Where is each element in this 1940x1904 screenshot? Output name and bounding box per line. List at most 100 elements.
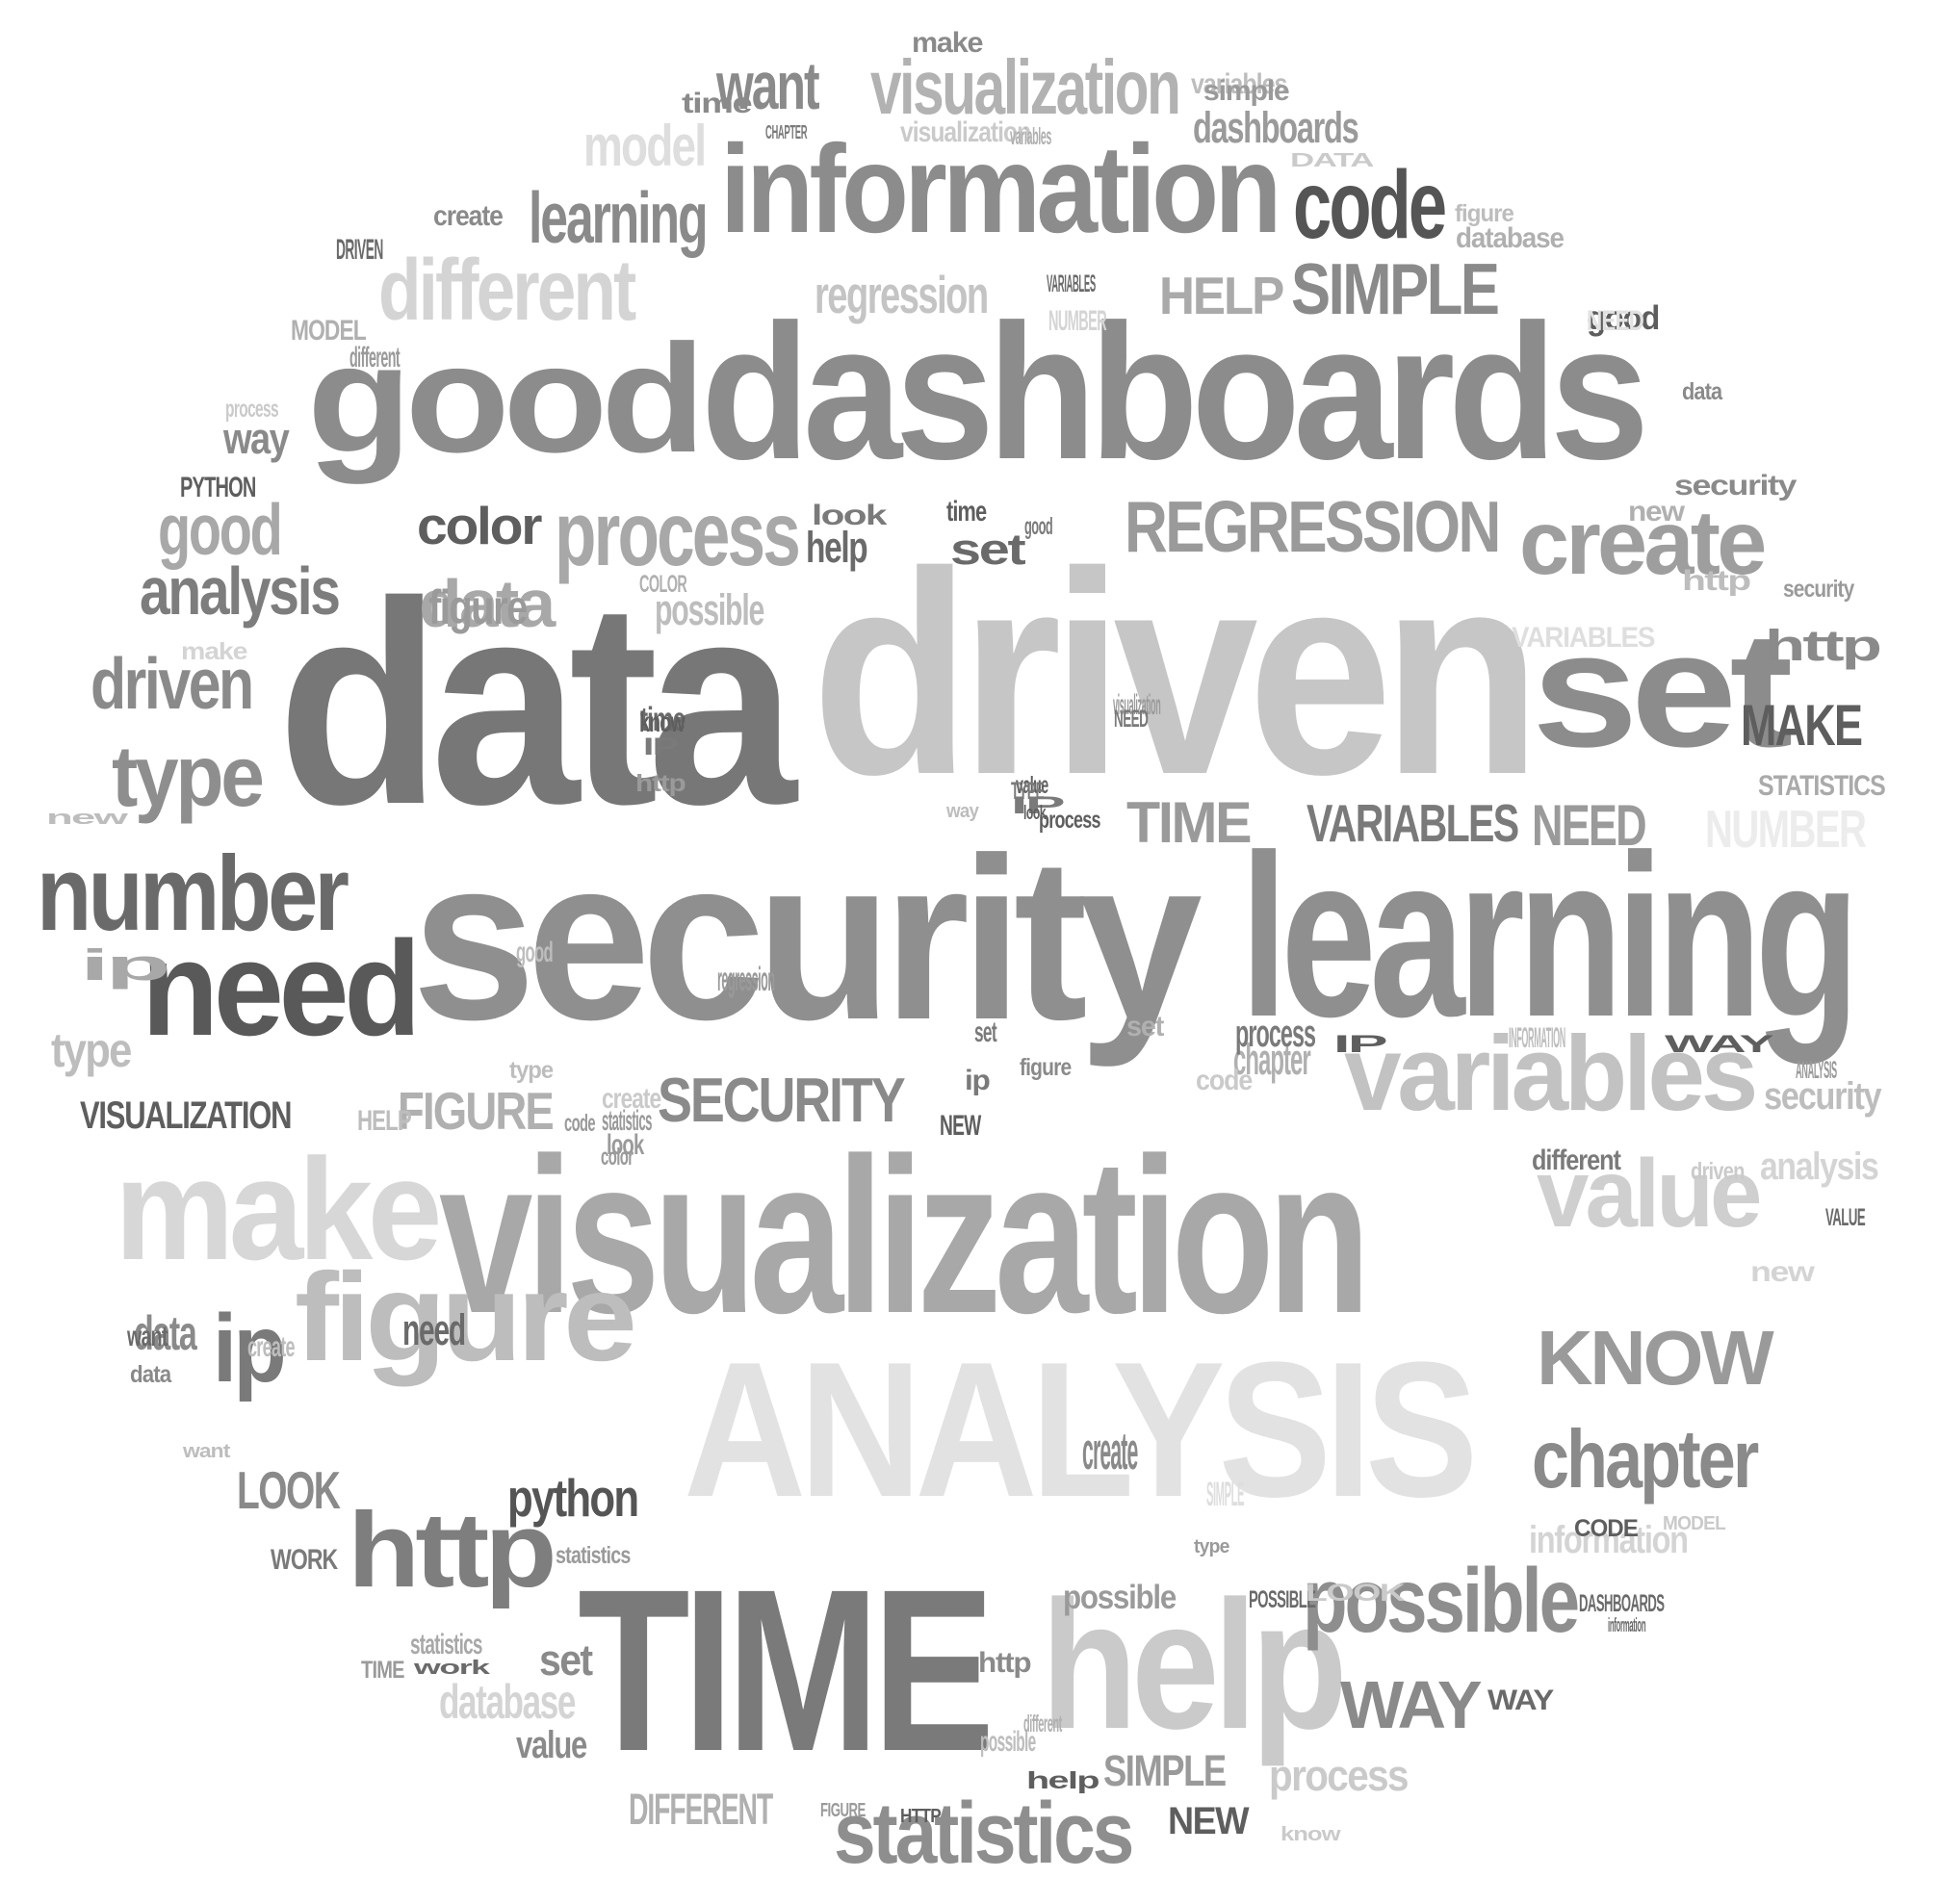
cloud-word-way: WAY <box>1665 1031 1773 1058</box>
cloud-word-variables: variables <box>1191 68 1287 100</box>
cloud-word-type: type <box>1194 1536 1229 1557</box>
cloud-word-simple: SIMPLE <box>1206 1476 1245 1513</box>
cloud-word-good: good <box>1587 299 1660 337</box>
cloud-word-possible: possible <box>980 1726 1036 1758</box>
cloud-word-analysis: analysis <box>1760 1145 1879 1188</box>
cloud-word-model: MODEL <box>1663 1513 1726 1534</box>
cloud-word-figure: FIGURE <box>398 1081 555 1141</box>
cloud-word-simple: SIMPLE <box>1291 248 1500 329</box>
cloud-word-different: different <box>378 243 636 339</box>
cloud-word-regression: regression <box>717 961 775 998</box>
cloud-word-set: set <box>974 1016 997 1048</box>
cloud-word-different: different <box>1532 1145 1621 1176</box>
cloud-word-help: help <box>1026 1767 1100 1794</box>
cloud-word-information: information <box>720 118 1281 259</box>
cloud-word-variables: VARIABLES <box>1512 622 1655 654</box>
cloud-word-way: WAY <box>1487 1685 1554 1716</box>
cloud-word-model: MODEL <box>291 315 367 347</box>
cloud-word-figure: figure <box>1455 200 1514 227</box>
cloud-word-security: security <box>1783 576 1854 603</box>
cloud-word-ip: IP <box>643 733 679 760</box>
cloud-word-different: different <box>349 342 401 373</box>
cloud-word-need: NEED <box>1114 706 1149 733</box>
cloud-word-process: process <box>225 396 279 423</box>
cloud-word-create: create <box>247 1331 296 1363</box>
cloud-word-need: NEED <box>1587 305 1644 337</box>
cloud-word-work: work <box>414 1658 490 1679</box>
cloud-word-learning: learning <box>529 177 709 258</box>
cloud-word-statistics: statistics <box>556 1542 631 1569</box>
cloud-word-data: data <box>419 566 556 641</box>
cloud-word-create: create <box>1082 1421 1138 1480</box>
cloud-word-new: NEW <box>1168 1800 1250 1842</box>
cloud-word-http: http <box>635 770 686 797</box>
cloud-word-good: good <box>307 312 706 484</box>
cloud-word-know: know <box>639 707 685 738</box>
cloud-word-database: database <box>1456 222 1565 254</box>
cloud-word-need: NEED <box>1532 793 1647 858</box>
cloud-word-chapter: chapter <box>1233 1035 1311 1084</box>
cloud-word-make: make <box>181 638 247 665</box>
cloud-word-data: data <box>277 541 797 864</box>
cloud-word-dashboards: DASHBOARDS <box>1579 1590 1665 1617</box>
cloud-word-visualization: VISUALIZATION <box>80 1094 292 1137</box>
cloud-word-value: value <box>516 1724 587 1766</box>
cloud-word-statistics: statistics <box>602 1105 652 1137</box>
cloud-word-different: different <box>1023 1711 1062 1737</box>
cloud-word-variables: VARIABLES <box>1047 270 1096 297</box>
cloud-word-good: good <box>1024 513 1053 540</box>
cloud-word-process: process <box>1269 1751 1409 1800</box>
cloud-word-ip: ip <box>213 1295 287 1402</box>
cloud-word-code: CODE <box>1574 1515 1639 1542</box>
cloud-word-set: set <box>1532 599 1794 782</box>
cloud-word-variables: variables <box>1344 1015 1758 1133</box>
cloud-word-color: COLOR <box>639 571 687 598</box>
cloud-word-good: good <box>158 489 283 570</box>
cloud-word-process: process <box>1039 807 1100 834</box>
cloud-word-type: type <box>51 1023 132 1077</box>
cloud-word-new: new <box>1750 1256 1815 1288</box>
cloud-word-help: HELP <box>357 1105 412 1137</box>
cloud-word-value: VALUE <box>1825 1204 1866 1231</box>
cloud-word-make: MAKE <box>1741 693 1863 758</box>
cloud-word-look: look <box>607 1129 644 1161</box>
cloud-word-dashboards: dashboards <box>1193 103 1359 152</box>
cloud-word-type: TYPE <box>1011 778 1045 805</box>
cloud-word-http: http <box>1682 565 1751 597</box>
cloud-word-visualization: visualization <box>1113 689 1161 721</box>
cloud-word-way: way <box>946 801 979 822</box>
cloud-word-time: time <box>682 88 753 119</box>
cloud-word-driven: DRIVEN <box>336 234 383 266</box>
cloud-word-code: code <box>1293 151 1447 259</box>
cloud-word-need: need <box>402 1305 466 1354</box>
cloud-word-driven: driven <box>1691 1158 1745 1185</box>
cloud-word-analysis: analysis <box>140 553 341 629</box>
cloud-word-model: model <box>583 114 707 178</box>
cloud-word-figure: figure <box>295 1247 637 1387</box>
cloud-word-new: new <box>46 808 128 829</box>
cloud-word-http: http <box>978 1647 1032 1679</box>
cloud-word-python: python <box>507 1468 639 1528</box>
cloud-word-work: WORK <box>271 1544 338 1576</box>
cloud-word-value: value <box>1537 1140 1762 1248</box>
cloud-word-possible: possible <box>1063 1579 1177 1616</box>
cloud-word-variables: VARIABLES <box>1306 793 1519 853</box>
cloud-word-different: DIFFERENT <box>629 1785 773 1834</box>
cloud-word-information: information <box>1608 1615 1646 1636</box>
cloud-word-http: HTTP <box>900 1806 942 1827</box>
cloud-word-type: type <box>509 1057 554 1084</box>
cloud-word-data: data <box>134 1306 197 1360</box>
cloud-word-visualization: visualization <box>900 116 1031 148</box>
cloud-word-driven: driven <box>91 643 254 724</box>
cloud-word-regression: REGRESSION <box>1125 486 1501 567</box>
cloud-word-possible: POSSIBLE <box>1249 1586 1316 1613</box>
cloud-word-code: code <box>564 1110 596 1137</box>
cloud-word-statistics: statistics <box>834 1786 1134 1882</box>
cloud-word-security: SECURITY <box>658 1065 906 1135</box>
cloud-word-possible: possible <box>655 585 764 634</box>
cloud-word-look: look <box>1023 803 1047 824</box>
cloud-word-new: new <box>1628 496 1685 527</box>
cloud-word-look: look <box>812 500 887 531</box>
cloud-word-want: want <box>127 1321 168 1352</box>
